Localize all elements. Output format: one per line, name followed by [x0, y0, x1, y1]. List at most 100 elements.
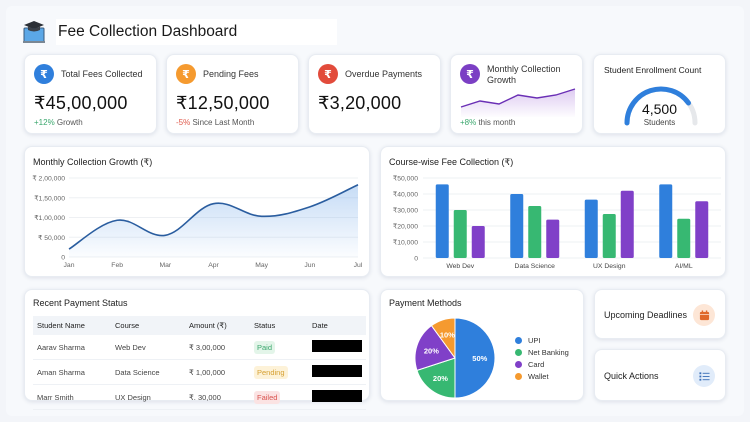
- legend-item-card: Card: [515, 358, 569, 370]
- cell-date: [308, 359, 366, 385]
- x-tick-label: Jul: [354, 262, 363, 269]
- monthly-growth-chart-card: Monthly Collection Growth (₹) 0 ₹ 50,000 ₹…: [24, 146, 370, 277]
- bar: [620, 190, 634, 258]
- col-status: Status: [250, 316, 308, 335]
- calendar-icon[interactable]: [693, 304, 715, 326]
- x-tick-label: AI/ML: [675, 263, 693, 270]
- payment-methods-pie: 50%20%20%10%: [414, 317, 496, 399]
- chart-title: Course-wise Fee Collection (₹): [389, 157, 514, 167]
- kpi-delta: -5% Since Last Month: [176, 118, 254, 127]
- recent-payments-card: Recent Payment Status Student Name Cours…: [24, 289, 370, 410]
- cell-amount: ₹ 3,00,000: [185, 335, 250, 360]
- pie-slice: [416, 357, 456, 399]
- chart-title: Monthly Collection Growth (₹): [33, 157, 153, 167]
- col-amount: Amount (₹): [185, 316, 250, 335]
- legend-swatch: [515, 348, 522, 356]
- legend-label: UPI: [528, 335, 541, 345]
- delta-value: -5%: [176, 118, 191, 127]
- y-tick-label: ₹40,000: [393, 192, 418, 199]
- cell-name: Aarav Sharma: [33, 335, 111, 360]
- cell-status: Failed: [250, 384, 308, 410]
- pie-slice: [454, 317, 496, 399]
- x-tick-label: UX Design: [593, 263, 626, 270]
- kpi-card-total-fees[interactable]: ₹ Total Fees Collected ₹45,00,000 +12% G…: [24, 54, 157, 134]
- y-tick-label: ₹ 2,00,000: [32, 176, 65, 183]
- mini-chart-line: [460, 88, 576, 108]
- x-tick-label: May: [255, 262, 268, 269]
- y-tick-label: 0: [61, 255, 65, 262]
- x-tick-label: Feb: [111, 262, 123, 269]
- enrollment-value: 4,500: [641, 101, 678, 117]
- gauge-fill: [624, 86, 692, 126]
- cell-amount: ₹ 1,00,000: [185, 359, 250, 385]
- cell-status: Paid: [250, 335, 308, 360]
- redacted-date: [312, 390, 362, 402]
- line-area: [69, 184, 358, 257]
- bar: [546, 219, 560, 258]
- bar: [659, 184, 673, 258]
- cell-course: UX Design: [111, 384, 185, 410]
- kpi-card-monthly-growth[interactable]: ₹ Monthly Collection Growth +8% this mon…: [450, 54, 583, 134]
- quick-actions-card[interactable]: Quick Actions: [594, 349, 726, 401]
- y-tick-label: ₹ 50,000: [38, 235, 65, 242]
- enrollment-title: Student Enrollment Count: [604, 65, 702, 75]
- bar: [584, 199, 598, 258]
- redacted-date: [312, 340, 362, 352]
- kpi-card-overdue[interactable]: ₹ Overdue Payments ₹3,20,000: [308, 54, 441, 134]
- pie-slice: [430, 317, 456, 360]
- kpi-label: Total Fees Collected: [61, 68, 143, 79]
- kpi-label: Overdue Payments: [345, 68, 423, 79]
- mini-chart-area: [461, 89, 575, 117]
- x-tick-label: Data Science: [515, 263, 556, 270]
- kpi-delta: +12% Growth: [34, 118, 83, 127]
- status-badge: Failed: [254, 390, 281, 404]
- y-tick-label: 0: [414, 256, 418, 263]
- col-student-name: Student Name: [33, 316, 111, 335]
- bar: [528, 206, 542, 258]
- delta-value: +8%: [460, 118, 477, 127]
- actions-label: Quick Actions: [604, 371, 659, 381]
- delta-text: Growth: [54, 118, 83, 127]
- y-tick-label: ₹1,00,000: [34, 215, 65, 222]
- x-tick-label: Mar: [159, 262, 171, 269]
- legend-swatch: [515, 372, 522, 380]
- x-tick-label: Apr: [208, 262, 219, 269]
- page-title: Fee Collection Dashboard: [56, 19, 338, 45]
- list-glyph: [698, 371, 710, 381]
- kpi-value: ₹3,20,000: [318, 93, 402, 113]
- kpi-value: ₹45,00,000: [34, 93, 128, 113]
- bar: [435, 184, 449, 258]
- pie-slice-label: 20%: [424, 346, 439, 355]
- rupee-icon: ₹: [318, 64, 338, 84]
- upcoming-deadlines-card[interactable]: Upcoming Deadlines: [594, 289, 726, 339]
- legend-swatch: [515, 360, 522, 368]
- cell-amount: ₹. 30,000: [185, 384, 250, 410]
- bar: [471, 226, 485, 258]
- enrollment-card[interactable]: Student Enrollment Count 4,500 Students: [593, 54, 726, 134]
- mini-growth-chart: [460, 88, 576, 117]
- table-row[interactable]: Aman Sharma Data Science ₹ 1,00,000 Pend…: [33, 359, 366, 385]
- bar: [677, 218, 691, 258]
- table-row[interactable]: Aarav Sharma Web Dev ₹ 3,00,000 Paid: [33, 335, 366, 360]
- legend-item-net-banking: Net Banking: [515, 346, 569, 358]
- status-badge: Pending: [254, 365, 288, 379]
- x-tick-label: Web Dev: [446, 263, 474, 270]
- legend-swatch: [515, 336, 522, 344]
- list-icon[interactable]: [693, 365, 715, 387]
- pie-slice-label: 10%: [440, 330, 455, 339]
- legend-item-wallet: Wallet: [515, 370, 569, 382]
- kpi-card-pending-fees[interactable]: ₹ Pending Fees ₹12,50,000 -5% Since Last…: [166, 54, 299, 134]
- y-tick-label: ₹50,000: [393, 176, 418, 183]
- cell-name: Aman Sharma: [33, 359, 111, 385]
- y-tick-label: ₹1,50,000: [34, 195, 65, 202]
- kpi-label: Monthly Collection Growth: [487, 64, 561, 85]
- table-row[interactable]: Marr Smith UX Design ₹. 30,000 Failed: [33, 384, 366, 410]
- rupee-icon: ₹: [34, 64, 54, 84]
- kpi-value: ₹12,50,000: [176, 93, 270, 113]
- bar: [602, 214, 616, 258]
- legend-item-upi: UPI: [515, 334, 569, 346]
- graduation-laptop-icon: [23, 21, 45, 43]
- status-badge: Paid: [254, 340, 276, 354]
- delta-text: this month: [476, 118, 516, 127]
- rupee-icon: ₹: [176, 64, 196, 84]
